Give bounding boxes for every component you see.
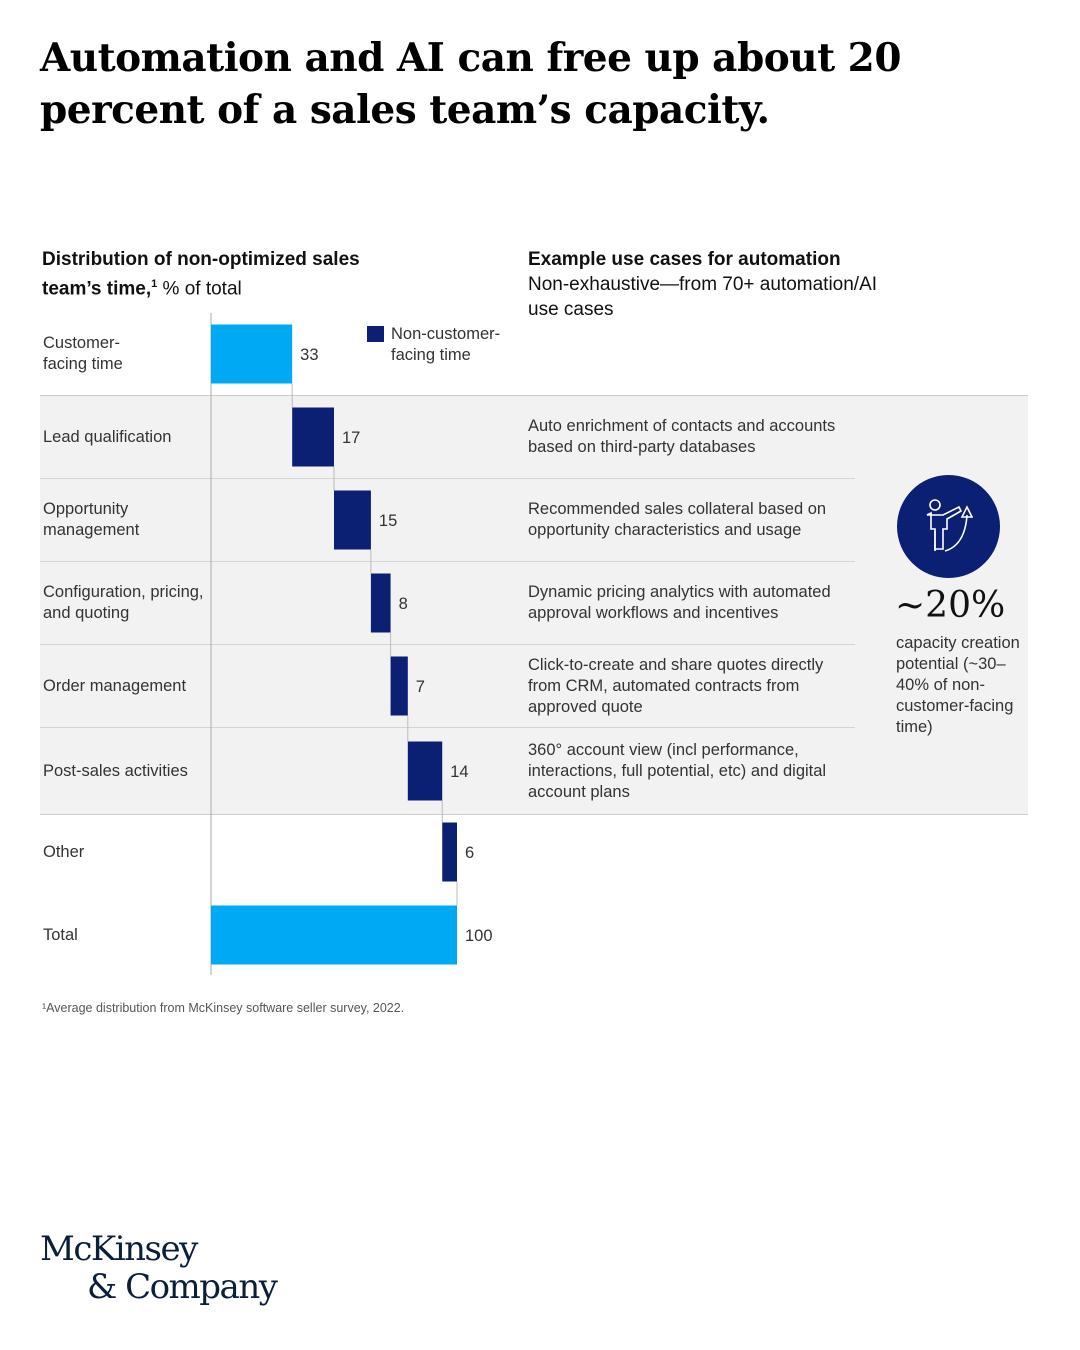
footnote-marker: 1 <box>151 278 158 290</box>
bar <box>292 407 334 467</box>
use-case-text: Dynamic pricing analytics with automated… <box>528 583 831 622</box>
use-case-panel <box>40 395 1028 815</box>
category-label: Post-sales activities <box>43 761 188 780</box>
mckinsey-logo: McKinsey & Company <box>40 1229 278 1307</box>
category-label: Other <box>43 842 85 861</box>
legend-label: Non-customer-facing time <box>391 325 501 364</box>
left-header: Distribution of non-optimized sales team… <box>42 247 362 301</box>
chart-title: Automation and AI can free up about 20 p… <box>40 35 901 133</box>
logo-line-1: McKinsey <box>40 1229 198 1269</box>
category-label: Configuration, pricing, and quoting <box>43 583 204 622</box>
data-label: 17 <box>342 429 360 447</box>
callout-caption: capacity creation potential (~30–40% of … <box>896 634 1020 736</box>
right-header: Example use cases for automation Non-exh… <box>528 247 888 322</box>
use-case-text: Auto enrichment of contacts and accounts… <box>528 417 836 456</box>
bar <box>370 573 391 633</box>
category-label: Customer-facing time <box>43 334 123 373</box>
left-header-bold: Distribution of non-optimized sales team… <box>42 249 360 300</box>
bar <box>211 905 457 965</box>
bar <box>390 656 408 716</box>
bar <box>442 822 457 882</box>
row-divider <box>40 478 855 479</box>
data-label: 15 <box>379 512 397 530</box>
callout-value: ~20% <box>895 585 1006 626</box>
row-divider <box>40 644 855 645</box>
left-header-unit: % of total <box>157 278 242 300</box>
row-divider <box>40 727 855 728</box>
category-label: Lead qualification <box>43 427 172 446</box>
category-label: Total <box>43 925 78 944</box>
legend-swatch <box>367 326 384 342</box>
logo-line-2: & Company <box>87 1267 278 1307</box>
data-label: 14 <box>450 763 468 781</box>
data-label: 8 <box>399 595 408 613</box>
category-label: Opportunity management <box>43 500 140 539</box>
bar <box>211 324 293 384</box>
data-label: 100 <box>465 927 493 945</box>
bar <box>334 490 371 550</box>
footnote: ¹Average distribution from McKinsey soft… <box>42 1001 405 1015</box>
data-label: 6 <box>465 844 474 862</box>
category-label: Order management <box>43 676 187 695</box>
use-case-text: 360° account view (incl performance, int… <box>528 740 827 801</box>
data-label: 7 <box>416 678 425 696</box>
person-growth-icon <box>897 475 1000 578</box>
legend: Non-customer-facing time <box>367 324 521 366</box>
use-case-text: Click-to-create and share quotes directl… <box>528 655 824 716</box>
bar <box>407 741 443 801</box>
right-header-bold: Example use cases for automation <box>528 249 841 270</box>
right-header-sub: Non-exhaustive—from 70+ automation/AI us… <box>528 274 878 320</box>
row-divider <box>40 561 855 562</box>
data-label: 33 <box>300 346 318 364</box>
use-case-text: Recommended sales collateral based on op… <box>528 500 827 539</box>
